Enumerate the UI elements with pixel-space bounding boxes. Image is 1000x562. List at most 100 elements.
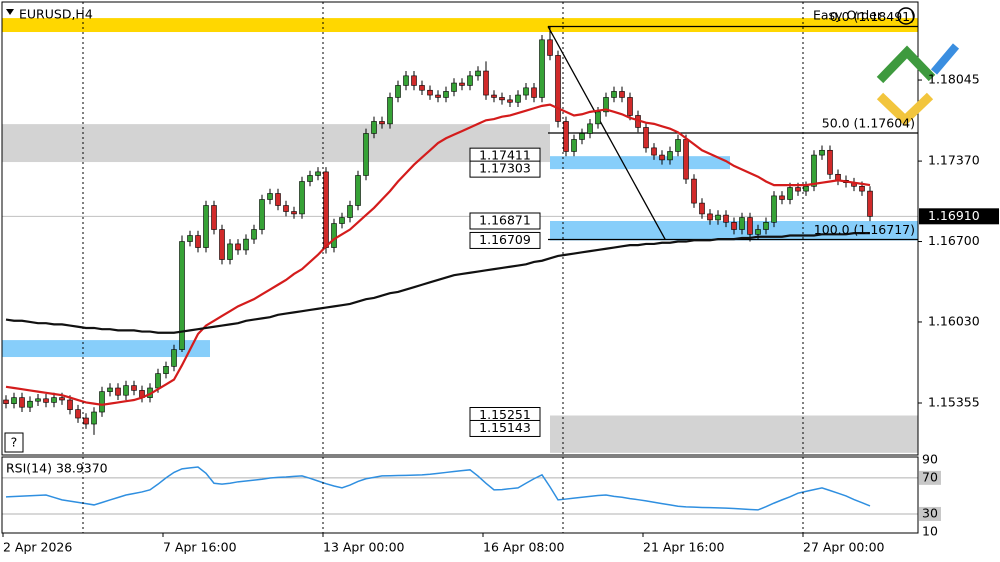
candle-body <box>251 229 257 240</box>
settings-icon[interactable] <box>897 7 915 25</box>
candle-body <box>235 243 241 251</box>
candle-body <box>627 97 633 116</box>
candle-body <box>523 87 529 96</box>
candle-body <box>651 147 657 156</box>
price-label: 1.17411 <box>479 148 531 163</box>
candle-body <box>795 187 801 192</box>
price-label-box <box>469 231 541 249</box>
candle-body <box>483 70 489 96</box>
rsi-tick-label: 90 <box>922 451 938 466</box>
fib-label: 50.0 (1.17604) <box>822 115 915 130</box>
price-label-box <box>469 419 541 437</box>
candle-body <box>859 185 865 192</box>
candle-body <box>195 235 201 248</box>
corner-text: Easy Order <box>813 8 883 23</box>
candle-body <box>659 154 665 161</box>
zone <box>550 415 918 453</box>
candle-body <box>547 39 553 56</box>
candle-body <box>475 70 481 77</box>
help-button[interactable] <box>4 432 24 453</box>
rsi-tick-label: 30 <box>922 505 938 520</box>
candle-body <box>683 139 689 180</box>
candle-body <box>27 400 33 408</box>
candle-body <box>75 409 81 419</box>
candle-body <box>211 205 217 230</box>
menu-triangle[interactable] <box>6 9 14 15</box>
candle-body <box>315 171 321 176</box>
candle-body <box>579 133 585 140</box>
candle-body <box>515 94 521 103</box>
rsi-title: RSI(14) 38.9370 <box>6 461 108 476</box>
candle-body <box>355 175 361 206</box>
candle-body <box>51 397 57 403</box>
x-tick-label: 2 Apr 2026 <box>3 540 72 555</box>
candle-body <box>331 223 337 248</box>
candle-body <box>771 195 777 223</box>
candle-body <box>507 99 513 103</box>
candle-body <box>747 217 753 235</box>
candle-body <box>67 399 73 410</box>
candle-body <box>435 94 441 98</box>
x-tick-label: 7 Apr 16:00 <box>163 540 237 555</box>
candle-body <box>323 171 329 248</box>
y-tick-label: 1.18045 <box>928 72 980 87</box>
symbol-label: EURUSD,H4 <box>19 7 93 22</box>
candle-body <box>3 399 9 404</box>
fib-label: 0.0 (1.18491) <box>830 9 915 24</box>
candle-body <box>339 217 345 224</box>
candle-body <box>411 75 417 86</box>
candle-body <box>187 235 193 242</box>
candle-body <box>467 75 473 86</box>
candle-body <box>427 89 433 96</box>
candle-body <box>99 391 105 413</box>
candle-body <box>219 229 225 260</box>
candle-body <box>307 175 313 182</box>
candle-body <box>443 91 449 98</box>
candle-body <box>459 82 465 86</box>
candle-body <box>779 195 785 200</box>
candle-body <box>707 213 713 221</box>
y-tick-label: 1.16030 <box>928 313 980 328</box>
candle-body <box>739 217 745 230</box>
candle-body <box>291 211 297 215</box>
candle-body <box>731 222 737 230</box>
candle-body <box>619 91 625 98</box>
candle-body <box>379 121 385 125</box>
candle-body <box>667 151 673 161</box>
price-label: 1.15143 <box>479 420 531 435</box>
candle-body <box>59 397 65 401</box>
candle-body <box>755 229 761 235</box>
candle-body <box>171 349 177 367</box>
y-tick-label: 1.17370 <box>928 153 980 168</box>
logo-yellow <box>876 92 934 127</box>
candle-body <box>243 238 249 251</box>
candle-body <box>715 214 721 221</box>
rsi-tick-bg <box>919 470 941 485</box>
logo-blue <box>930 43 960 75</box>
x-tick-label: 27 Apr 00:00 <box>803 540 885 555</box>
candle-body <box>819 149 825 156</box>
candle-body <box>363 133 369 176</box>
ma-line <box>5 232 870 334</box>
candle-body <box>203 205 209 248</box>
price-label: 1.16871 <box>479 212 531 227</box>
candle-body <box>675 139 681 152</box>
x-tick-label: 21 Apr 16:00 <box>643 540 725 555</box>
candle-body <box>571 139 577 152</box>
price-panel <box>2 18 918 453</box>
candle-body <box>403 75 409 86</box>
candle-body <box>179 241 185 350</box>
y-tick-label: 1.16700 <box>928 233 980 248</box>
candle-body <box>283 205 289 212</box>
price-label: 1.16709 <box>479 232 531 247</box>
candle-body <box>419 85 425 91</box>
candle-body <box>275 193 281 206</box>
help-icon[interactable]: ? <box>11 435 18 450</box>
price-label-box <box>469 160 541 178</box>
candle-body <box>611 91 617 98</box>
logo-green <box>876 45 936 84</box>
candle-body <box>563 121 569 152</box>
candle-body <box>499 97 505 101</box>
